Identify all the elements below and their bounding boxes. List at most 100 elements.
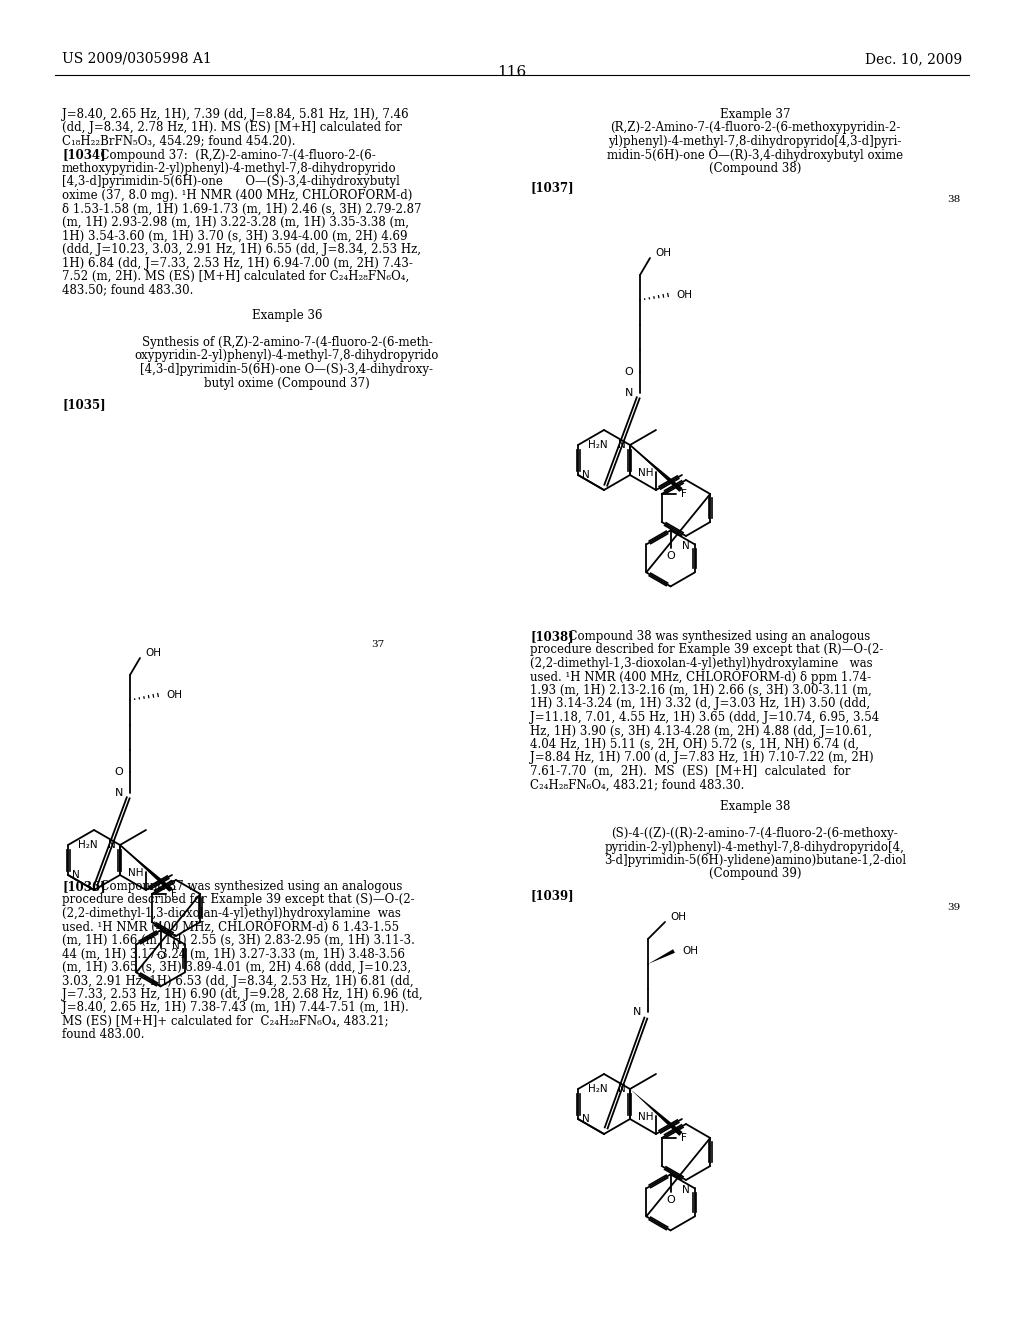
Text: used. ¹H NMR (400 MHz, CHLOROFORM-d) δ ppm 1.74-: used. ¹H NMR (400 MHz, CHLOROFORM-d) δ p…: [530, 671, 871, 684]
Text: (2,2-dimethyl-1,3-dioxolan-4-yl)ethyl)hydroxylamine   was: (2,2-dimethyl-1,3-dioxolan-4-yl)ethyl)hy…: [530, 657, 872, 671]
Text: O: O: [157, 952, 165, 961]
Text: [1036]: [1036]: [62, 880, 105, 894]
Text: 1H) 6.84 (dd, J=7.33, 2.53 Hz, 1H) 6.94-7.00 (m, 2H) 7.43-: 1H) 6.84 (dd, J=7.33, 2.53 Hz, 1H) 6.94-…: [62, 256, 413, 269]
Text: Compound 37:  (R,Z)-2-amino-7-(4-fluoro-2-(6-: Compound 37: (R,Z)-2-amino-7-(4-fluoro-2…: [92, 149, 376, 161]
Text: Example 37: Example 37: [720, 108, 791, 121]
Text: O: O: [667, 552, 675, 561]
Text: N: N: [618, 440, 626, 450]
Text: (dd, J=8.34, 2.78 Hz, 1H). MS (ES) [M+H] calculated for: (dd, J=8.34, 2.78 Hz, 1H). MS (ES) [M+H]…: [62, 121, 401, 135]
Text: butyl oxime (Compound 37): butyl oxime (Compound 37): [204, 376, 370, 389]
Text: procedure described for Example 39 except that (R)—O-(2-: procedure described for Example 39 excep…: [530, 644, 884, 656]
Text: H₂N: H₂N: [589, 440, 608, 450]
Text: (m, 1H) 1.66 (m, 1H) 2.55 (s, 3H) 2.83-2.95 (m, 1H) 3.11-3.: (m, 1H) 1.66 (m, 1H) 2.55 (s, 3H) 2.83-2…: [62, 935, 415, 946]
Text: found 483.00.: found 483.00.: [62, 1028, 144, 1041]
Text: N: N: [172, 941, 180, 952]
Text: [4,3-d]pyrimidin-5(6H)-one      O—(S)-3,4-dihydroxybutyl: [4,3-d]pyrimidin-5(6H)-one O—(S)-3,4-dih…: [62, 176, 400, 189]
Text: 39: 39: [947, 903, 961, 912]
Text: methoxypyridin-2-yl)phenyl)-4-methyl-7,8-dihydropyrido: methoxypyridin-2-yl)phenyl)-4-methyl-7,8…: [62, 162, 396, 176]
Text: N: N: [682, 1185, 690, 1196]
Text: OH: OH: [145, 648, 161, 657]
Text: (ddd, J=10.23, 3.03, 2.91 Hz, 1H) 6.55 (dd, J=8.34, 2.53 Hz,: (ddd, J=10.23, 3.03, 2.91 Hz, 1H) 6.55 (…: [62, 243, 421, 256]
Text: (Compound 39): (Compound 39): [709, 867, 801, 880]
Text: [4,3-d]pyrimidin-5(6H)-one O—(S)-3,4-dihydroxy-: [4,3-d]pyrimidin-5(6H)-one O—(S)-3,4-dih…: [140, 363, 433, 376]
Text: F: F: [681, 1133, 687, 1143]
Text: 37: 37: [372, 640, 385, 649]
Text: MS (ES) [M+H]+ calculated for  C₂₄H₂₈FN₆O₄, 483.21;: MS (ES) [M+H]+ calculated for C₂₄H₂₈FN₆O…: [62, 1015, 389, 1028]
Polygon shape: [630, 445, 683, 492]
Text: [1035]: [1035]: [62, 399, 105, 411]
Text: 1H) 3.14-3.24 (m, 1H) 3.32 (d, J=3.03 Hz, 1H) 3.50 (ddd,: 1H) 3.14-3.24 (m, 1H) 3.32 (d, J=3.03 Hz…: [530, 697, 870, 710]
Text: (m, 1H) 3.65 (s, 3H) 3.89-4.01 (m, 2H) 4.68 (ddd, J=10.23,: (m, 1H) 3.65 (s, 3H) 3.89-4.01 (m, 2H) 4…: [62, 961, 411, 974]
Text: Dec. 10, 2009: Dec. 10, 2009: [865, 51, 962, 66]
Text: (R,Z)-2-Amino-7-(4-fluoro-2-(6-methoxypyridin-2-: (R,Z)-2-Amino-7-(4-fluoro-2-(6-methoxypy…: [610, 121, 900, 135]
Text: 483.50; found 483.30.: 483.50; found 483.30.: [62, 284, 194, 297]
Text: F: F: [681, 488, 687, 499]
Text: oxime (37, 8.0 mg). ¹H NMR (400 MHz, CHLOROFORM-d): oxime (37, 8.0 mg). ¹H NMR (400 MHz, CHL…: [62, 189, 413, 202]
Polygon shape: [630, 1089, 683, 1137]
Text: [1034]: [1034]: [62, 149, 105, 161]
Text: N: N: [582, 470, 590, 480]
Text: OH: OH: [670, 912, 686, 921]
Text: OH: OH: [682, 946, 698, 956]
Text: (2,2-dimethyl-1,3-dioxolan-4-yl)ethyl)hydroxylamine  was: (2,2-dimethyl-1,3-dioxolan-4-yl)ethyl)hy…: [62, 907, 400, 920]
Text: N: N: [618, 1084, 626, 1094]
Text: 3.03, 2.91 Hz, 1H) 6.53 (dd, J=8.34, 2.53 Hz, 1H) 6.81 (dd,: 3.03, 2.91 Hz, 1H) 6.53 (dd, J=8.34, 2.5…: [62, 974, 414, 987]
Text: 4.04 Hz, 1H) 5.11 (s, 2H, OH) 5.72 (s, 1H, NH) 6.74 (d,: 4.04 Hz, 1H) 5.11 (s, 2H, OH) 5.72 (s, 1…: [530, 738, 859, 751]
Text: C₂₄H₂₈FN₆O₄, 483.21; found 483.30.: C₂₄H₂₈FN₆O₄, 483.21; found 483.30.: [530, 779, 744, 792]
Text: N: N: [72, 870, 80, 880]
Text: J=8.40, 2.65 Hz, 1H), 7.39 (dd, J=8.84, 5.81 Hz, 1H), 7.46: J=8.40, 2.65 Hz, 1H), 7.39 (dd, J=8.84, …: [62, 108, 409, 121]
Text: used. ¹H NMR (400 MHz, CHLOROFORM-d) δ 1.43-1.55: used. ¹H NMR (400 MHz, CHLOROFORM-d) δ 1…: [62, 920, 399, 933]
Text: J=8.84 Hz, 1H) 7.00 (d, J=7.83 Hz, 1H) 7.10-7.22 (m, 2H): J=8.84 Hz, 1H) 7.00 (d, J=7.83 Hz, 1H) 7…: [530, 751, 873, 764]
Text: Synthesis of (R,Z)-2-amino-7-(4-fluoro-2-(6-meth-: Synthesis of (R,Z)-2-amino-7-(4-fluoro-2…: [141, 337, 432, 348]
Text: J=7.33, 2.53 Hz, 1H) 6.90 (dt, J=9.28, 2.68 Hz, 1H) 6.96 (td,: J=7.33, 2.53 Hz, 1H) 6.90 (dt, J=9.28, 2…: [62, 987, 423, 1001]
Polygon shape: [648, 949, 675, 964]
Text: 1.93 (m, 1H) 2.13-2.16 (m, 1H) 2.66 (s, 3H) 3.00-3.11 (m,: 1.93 (m, 1H) 2.13-2.16 (m, 1H) 2.66 (s, …: [530, 684, 871, 697]
Text: H₂N: H₂N: [589, 1084, 608, 1094]
Text: F: F: [171, 888, 177, 899]
Text: 44 (m, 1H) 3.17-3.24 (m, 1H) 3.27-3.33 (m, 1H) 3.48-3.56: 44 (m, 1H) 3.17-3.24 (m, 1H) 3.27-3.33 (…: [62, 948, 406, 961]
Text: N: N: [625, 388, 633, 399]
Text: O: O: [625, 367, 634, 378]
Text: N: N: [682, 541, 690, 552]
Text: NH: NH: [638, 1111, 653, 1122]
Text: US 2009/0305998 A1: US 2009/0305998 A1: [62, 51, 212, 66]
Text: N: N: [115, 788, 123, 799]
Text: 116: 116: [498, 65, 526, 79]
Text: 3-d]pyrimidin-5(6H)-ylidene)amino)butane-1,2-diol: 3-d]pyrimidin-5(6H)-ylidene)amino)butane…: [604, 854, 906, 867]
Text: [1038]: [1038]: [530, 630, 573, 643]
Text: N: N: [582, 1114, 590, 1125]
Text: C₁₈H₂₂BrFN₅O₃, 454.29; found 454.20).: C₁₈H₂₂BrFN₅O₃, 454.29; found 454.20).: [62, 135, 296, 148]
Text: (S)-4-((Z)-((R)-2-amino-7-(4-fluoro-2-(6-methoxy-: (S)-4-((Z)-((R)-2-amino-7-(4-fluoro-2-(6…: [611, 828, 898, 840]
Text: H₂N: H₂N: [79, 840, 98, 850]
Text: [1039]: [1039]: [530, 888, 573, 902]
Text: 7.52 (m, 2H). MS (ES) [M+H] calculated for C₂₄H₂₈FN₆O₄,: 7.52 (m, 2H). MS (ES) [M+H] calculated f…: [62, 271, 410, 282]
Text: 38: 38: [947, 195, 961, 205]
Text: Compound 37 was synthesized using an analogous: Compound 37 was synthesized using an ana…: [92, 880, 402, 894]
Text: procedure described for Example 39 except that (S)—O-(2-: procedure described for Example 39 excep…: [62, 894, 415, 907]
Text: yl)phenyl)-4-methyl-7,8-dihydropyrido[4,3-d]pyri-: yl)phenyl)-4-methyl-7,8-dihydropyrido[4,…: [608, 135, 902, 148]
Text: midin-5(6H)-one O—(R)-3,4-dihydroxybutyl oxime: midin-5(6H)-one O—(R)-3,4-dihydroxybutyl…: [607, 149, 903, 161]
Text: OH: OH: [655, 248, 671, 257]
Text: (m, 1H) 2.93-2.98 (m, 1H) 3.22-3.28 (m, 1H) 3.35-3.38 (m,: (m, 1H) 2.93-2.98 (m, 1H) 3.22-3.28 (m, …: [62, 216, 409, 228]
Text: Example 36: Example 36: [252, 309, 323, 322]
Text: Example 38: Example 38: [720, 800, 791, 813]
Text: OH: OH: [166, 690, 182, 700]
Text: J=8.40, 2.65 Hz, 1H) 7.38-7.43 (m, 1H) 7.44-7.51 (m, 1H).: J=8.40, 2.65 Hz, 1H) 7.38-7.43 (m, 1H) 7…: [62, 1002, 409, 1015]
Text: O: O: [667, 1196, 675, 1205]
Text: Hz, 1H) 3.90 (s, 3H) 4.13-4.28 (m, 2H) 4.88 (dd, J=10.61,: Hz, 1H) 3.90 (s, 3H) 4.13-4.28 (m, 2H) 4…: [530, 725, 872, 738]
Text: Compound 38 was synthesized using an analogous: Compound 38 was synthesized using an ana…: [560, 630, 869, 643]
Text: N: N: [109, 840, 116, 850]
Text: [1037]: [1037]: [530, 181, 573, 194]
Text: NH: NH: [128, 869, 143, 878]
Text: J=11.18, 7.01, 4.55 Hz, 1H) 3.65 (ddd, J=10.74, 6.95, 3.54: J=11.18, 7.01, 4.55 Hz, 1H) 3.65 (ddd, J…: [530, 711, 880, 723]
Text: δ 1.53-1.58 (m, 1H) 1.69-1.73 (m, 1H) 2.46 (s, 3H) 2.79-2.87: δ 1.53-1.58 (m, 1H) 1.69-1.73 (m, 1H) 2.…: [62, 202, 422, 215]
Text: 7.61-7.70  (m,  2H).  MS  (ES)  [M+H]  calculated  for: 7.61-7.70 (m, 2H). MS (ES) [M+H] calcula…: [530, 766, 851, 777]
Text: 1H) 3.54-3.60 (m, 1H) 3.70 (s, 3H) 3.94-4.00 (m, 2H) 4.69: 1H) 3.54-3.60 (m, 1H) 3.70 (s, 3H) 3.94-…: [62, 230, 408, 243]
Text: O: O: [115, 767, 123, 777]
Text: NH: NH: [638, 469, 653, 478]
Polygon shape: [120, 845, 173, 892]
Text: OH: OH: [676, 290, 692, 300]
Text: pyridin-2-yl)phenyl)-4-methyl-7,8-dihydropyrido[4,: pyridin-2-yl)phenyl)-4-methyl-7,8-dihydr…: [605, 841, 905, 854]
Text: N: N: [633, 1007, 641, 1016]
Text: oxypyridin-2-yl)phenyl)-4-methyl-7,8-dihydropyrido: oxypyridin-2-yl)phenyl)-4-methyl-7,8-dih…: [135, 350, 439, 363]
